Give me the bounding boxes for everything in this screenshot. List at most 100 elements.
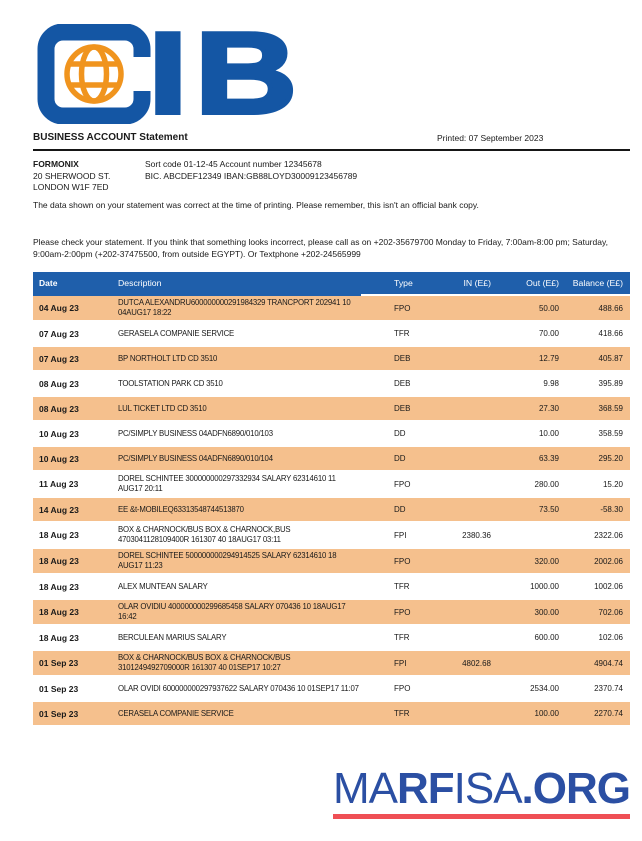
table-row: 01 Sep 23 BOX & CHARNOCK/BUS BOX & CHARN… <box>33 651 630 675</box>
account-holder-address: FORMONIX 20 SHERWOOD ST. LONDON W1F 7ED <box>33 159 110 194</box>
cell-description: EE &t-MOBILEQ63313548744513870 <box>118 504 244 514</box>
cell-date: 08 Aug 23 <box>39 403 79 414</box>
cell-description: LUL TICKET LTD CD 3510 <box>118 403 207 413</box>
table-row: 18 Aug 23 BOX & CHARNOCK/BUS BOX & CHARN… <box>33 523 630 547</box>
cib-logo-letters: IB <box>148 24 304 124</box>
cib-logo-graphic: IB <box>37 7 304 140</box>
cell-description: PC/SIMPLY BUSINESS 04ADFN6890/010/104 <box>118 453 273 463</box>
column-header-in: IN (E£) <box>431 272 491 296</box>
table-row: 07 Aug 23 GERASELA COMPANIE SERVICE TFR … <box>33 322 630 345</box>
cell-description: DUTCA ALEXANDRU600000000291984329 TRANCP… <box>118 298 351 317</box>
sort-code-account-number: Sort code 01-12-45 Account number 123456… <box>145 159 322 169</box>
cell-balance: 488.66 <box>598 303 623 313</box>
cell-date: 10 Aug 23 <box>39 428 79 439</box>
brand-part-3: ISA <box>453 764 523 813</box>
marfisa-brand-logo: MARFISA.ORG <box>332 764 631 819</box>
table-row: 01 Sep 23 CERASELA COMPANIE SERVICE TFR … <box>33 702 630 725</box>
cell-balance: 2002.06 <box>594 556 623 566</box>
cell-date: 10 Aug 23 <box>39 453 79 464</box>
transactions-table: Date Description Type IN (E£) Out (E£) B… <box>33 272 630 727</box>
address-line-1: 20 SHERWOOD ST. <box>33 170 111 181</box>
cell-balance: 2270.74 <box>594 709 623 718</box>
cell-description: BP NORTHOLT LTD CD 3510 <box>118 353 218 363</box>
cell-type: TFR <box>394 582 410 591</box>
table-row: 08 Aug 23 LUL TICKET LTD CD 3510 DEB 27.… <box>33 397 630 420</box>
table-row: 18 Aug 23 BERCULEAN MARIUS SALARY TFR 60… <box>33 626 630 649</box>
table-header-row: Date Description Type IN (E£) Out (E£) B… <box>33 272 630 296</box>
table-row: 10 Aug 23 PC/SIMPLY BUSINESS 04ADFN6890/… <box>33 447 630 470</box>
cell-type: FPO <box>394 607 411 617</box>
table-row: 11 Aug 23 DOREL SCHINTEE 300000000297332… <box>33 472 630 496</box>
cell-type: DD <box>394 505 406 514</box>
cell-balance: 418.66 <box>598 329 623 338</box>
table-row: 10 Aug 23 PC/SIMPLY BUSINESS 04ADFN6890/… <box>33 422 630 445</box>
cell-balance: 1002.06 <box>594 582 623 591</box>
cell-type: TFR <box>394 633 410 642</box>
table-row: 18 Aug 23 DOREL SCHINTEE 500000000294914… <box>33 549 630 573</box>
cell-type: DD <box>394 454 406 463</box>
cell-description: DOREL SCHINTEE 300000000297332934 SALARY… <box>118 474 336 493</box>
cell-type: FPO <box>394 556 411 566</box>
cell-date: 18 Aug 23 <box>39 530 79 540</box>
cell-description: PC/SIMPLY BUSINESS 04ADFN6890/010/103 <box>118 428 273 438</box>
cell-balance: 15.20 <box>602 479 623 489</box>
cell-date: 01 Sep 23 <box>39 683 79 694</box>
cell-type: FPO <box>394 303 411 313</box>
cell-type: DEB <box>394 379 411 388</box>
cell-out: 9.98 <box>543 379 559 388</box>
column-header-balance: Balance (E£) <box>559 272 630 296</box>
cell-out: 12.79 <box>538 354 559 363</box>
cell-out: 50.00 <box>538 303 559 313</box>
cell-type: FPI <box>394 530 407 540</box>
cell-type: DEB <box>394 404 411 413</box>
cell-balance: 295.20 <box>598 454 623 463</box>
cell-description: CERASELA COMPANIE SERVICE <box>118 708 234 718</box>
cell-date: 18 Aug 23 <box>39 581 79 592</box>
cell-date: 04 Aug 23 <box>39 303 79 313</box>
cell-out: 73.50 <box>538 505 559 514</box>
cell-balance: 4904.74 <box>594 658 623 668</box>
cell-date: 07 Aug 23 <box>39 353 79 364</box>
cell-date: 08 Aug 23 <box>39 378 79 389</box>
cell-date: 14 Aug 23 <box>39 504 79 515</box>
cell-date: 01 Sep 23 <box>39 658 79 668</box>
table-row: 07 Aug 23 BP NORTHOLT LTD CD 3510 DEB 12… <box>33 347 630 370</box>
cell-description: OLAR OVIDI 600000000297937622 SALARY 070… <box>118 683 359 693</box>
account-holder-name: FORMONIX <box>33 159 79 169</box>
cell-type: DEB <box>394 354 411 363</box>
cell-type: TFR <box>394 709 410 718</box>
cell-balance: -58.30 <box>600 505 623 514</box>
cell-type: FPI <box>394 658 407 668</box>
table-row: 18 Aug 23 OLAR OVIDIU 400000000299685458… <box>33 600 630 624</box>
column-header-type: Type <box>361 272 431 296</box>
cell-out: 27.30 <box>538 404 559 413</box>
cell-balance: 358.59 <box>598 429 623 438</box>
printed-date: Printed: 07 September 2023 <box>437 133 544 143</box>
cell-balance: 702.06 <box>598 607 623 617</box>
transactions-body: 04 Aug 23 DUTCA ALEXANDRU600000000291984… <box>33 296 630 725</box>
cell-out: 600.00 <box>534 633 559 642</box>
cell-out: 2534.00 <box>530 684 559 693</box>
cell-balance: 405.87 <box>598 354 623 363</box>
column-header-out: Out (E£) <box>491 272 559 296</box>
cib-bank-logo: IB <box>36 7 316 140</box>
table-row: 08 Aug 23 TOOLSTATION PARK CD 3510 DEB 9… <box>33 372 630 395</box>
header-divider <box>33 149 630 151</box>
cell-description: OLAR OVIDIU 400000000299685458 SALARY 07… <box>118 602 346 621</box>
cib-logo-c-shape <box>37 23 156 125</box>
cell-in: 4802.68 <box>462 658 491 668</box>
table-row: 04 Aug 23 DUTCA ALEXANDRU600000000291984… <box>33 296 630 320</box>
cell-description: BOX & CHARNOCK/BUS BOX & CHARNOCK,BUS 47… <box>118 525 291 544</box>
cell-out: 63.39 <box>538 454 559 463</box>
brand-part-2: RF <box>396 764 455 813</box>
cell-out: 1000.00 <box>530 582 559 591</box>
table-row: 14 Aug 23 EE &t-MOBILEQ63313548744513870… <box>33 498 630 521</box>
cell-balance: 102.06 <box>598 633 623 642</box>
table-row: 18 Aug 23 ALEX MUNTEAN SALARY TFR 1000.0… <box>33 575 630 598</box>
address-line-2: LONDON W1F 7ED <box>33 182 109 192</box>
cell-balance: 2370.74 <box>594 684 623 693</box>
statement-disclaimer: The data shown on your statement was cor… <box>33 200 479 210</box>
brand-part-4: .ORG <box>521 764 631 813</box>
cell-description: GERASELA COMPANIE SERVICE <box>118 328 235 338</box>
cell-date: 18 Aug 23 <box>39 556 79 566</box>
